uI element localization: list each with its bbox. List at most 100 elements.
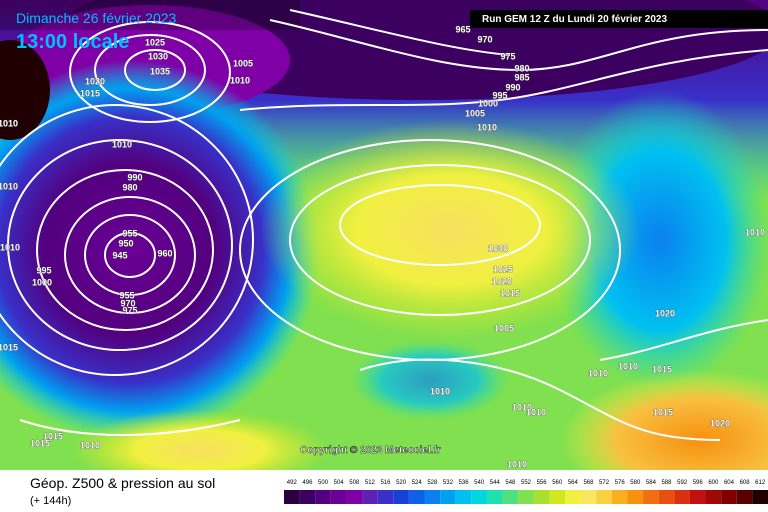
isobar-labels: 9659709759809859909951000100510101025103…: [0, 24, 765, 470]
scale-swatch: [658, 490, 675, 504]
isobar-label: 1005: [494, 323, 514, 333]
scale-swatch: [455, 490, 472, 504]
run: Run GEM 12 Z du Lundi 20 février 2023: [482, 14, 667, 25]
isobar-label: 955: [119, 290, 134, 300]
scale-swatch: [736, 490, 753, 504]
scale-label: 552: [521, 480, 532, 486]
scale-label: 532: [443, 480, 454, 486]
scale-label: 564: [568, 480, 579, 486]
scale-swatch: [346, 490, 363, 504]
copyright: Copyright © 2023 Meteociel.fr: [300, 445, 441, 456]
isobar-label: 1010: [745, 227, 765, 237]
isobar-label: 1000: [32, 277, 52, 287]
isobar-label: 1020: [492, 276, 512, 286]
scale-label: 608: [740, 480, 751, 486]
isobar-label: 1015: [43, 431, 63, 441]
scale-swatch: [689, 490, 706, 504]
scale-swatch: [486, 490, 503, 504]
scale-swatch: [330, 490, 347, 504]
scale-label: 572: [599, 480, 610, 486]
isobar-label: 965: [455, 24, 470, 34]
isobar-label: 1015: [653, 407, 673, 417]
footer-title: Géop. Z500 & pression au sol: [30, 475, 215, 491]
isobar-label: 985: [514, 72, 529, 82]
isobar-label: 1015: [30, 438, 50, 448]
scale-swatch: [549, 490, 566, 504]
isobar-label: 990: [127, 172, 142, 182]
scale-swatch: [408, 490, 425, 504]
scale-swatch: [471, 490, 487, 504]
time: 13:00 locale: [16, 31, 129, 53]
isobar-label: 975: [122, 305, 137, 315]
scale-label: 576: [615, 480, 626, 486]
scale-label: 604: [724, 480, 735, 486]
scale-label: 612: [755, 480, 766, 486]
isobar-label: 1035: [150, 66, 170, 76]
scale-label: 528: [427, 480, 438, 486]
isobar-label: 1005: [465, 108, 485, 118]
scale-label: 516: [380, 480, 391, 486]
isobar-label: 960: [157, 248, 172, 258]
scale-swatch: [705, 490, 722, 504]
scale-swatch: [533, 490, 550, 504]
isobar-label: 1020: [655, 308, 675, 318]
footer-lead: (+ 144h): [30, 495, 71, 507]
isobar-label: 945: [112, 250, 127, 260]
isobar-label: 1010: [0, 118, 18, 128]
isobar-label: 975: [500, 51, 515, 61]
isobar-label: 1030: [148, 51, 168, 61]
scale-swatch: [643, 490, 659, 504]
scale-label: 492: [287, 480, 298, 486]
isobar-label: 1020: [85, 76, 105, 86]
scale-label: 504: [334, 480, 345, 486]
isobar-label: 1010: [0, 242, 20, 252]
scale-swatch: [721, 490, 737, 504]
isobar-label: 990: [505, 82, 520, 92]
isobar-label: 1020: [710, 418, 730, 428]
isobar-label: 955: [122, 228, 137, 238]
scale-swatch: [674, 490, 690, 504]
isobar-label: 1030: [488, 243, 508, 253]
isobar-label: 1010: [512, 402, 532, 412]
isobar-label: 995: [36, 265, 51, 275]
scale-label: 596: [693, 480, 704, 486]
isobar-label: 1010: [230, 75, 250, 85]
scale-swatch: [377, 490, 394, 504]
color-scale: 492 496 500 504 508 512 516 520 524 528 532 536 540 5…: [284, 480, 768, 504]
isobar-label: 1010: [112, 139, 132, 149]
scale-swatch: [393, 490, 409, 504]
isobar-label: 1005: [233, 58, 253, 68]
scale-label: 520: [396, 480, 407, 486]
isobar-label: 1000: [478, 98, 498, 108]
scale-swatch: [752, 490, 768, 504]
scale-label: 580: [630, 480, 641, 486]
isobar-label: 970: [120, 298, 135, 308]
scale-swatch: [565, 490, 581, 504]
run-banner: [470, 10, 768, 28]
scale-label: 556: [537, 480, 548, 486]
scale-swatch: [315, 490, 331, 504]
date: Dimanche 26 février 2023: [16, 10, 177, 26]
isobar-label: 1025: [493, 264, 513, 274]
isobar-label: 1015: [0, 342, 18, 352]
scale-swatch: [284, 490, 300, 504]
isobar-label: 950: [118, 238, 133, 248]
scale-swatch: [299, 490, 316, 504]
scale-label: 512: [365, 480, 376, 486]
isobar-label: 1010: [526, 407, 546, 417]
scale-label: 584: [646, 480, 657, 486]
scale-label: 600: [708, 480, 719, 486]
scale-label: 560: [552, 480, 563, 486]
isobar-label: 1010: [80, 440, 100, 450]
isobar-label: 1010: [430, 386, 450, 396]
scale-label: 592: [677, 480, 688, 486]
scale-label: 568: [583, 480, 594, 486]
scale-label: 588: [662, 480, 673, 486]
scale-label: 540: [474, 480, 485, 486]
scale-swatch: [424, 490, 441, 504]
scale-label: 524: [412, 480, 423, 486]
isobars: [0, 9, 768, 441]
scale-label: 508: [349, 480, 360, 486]
scale-label: 500: [318, 480, 329, 486]
scale-swatch: [502, 490, 519, 504]
